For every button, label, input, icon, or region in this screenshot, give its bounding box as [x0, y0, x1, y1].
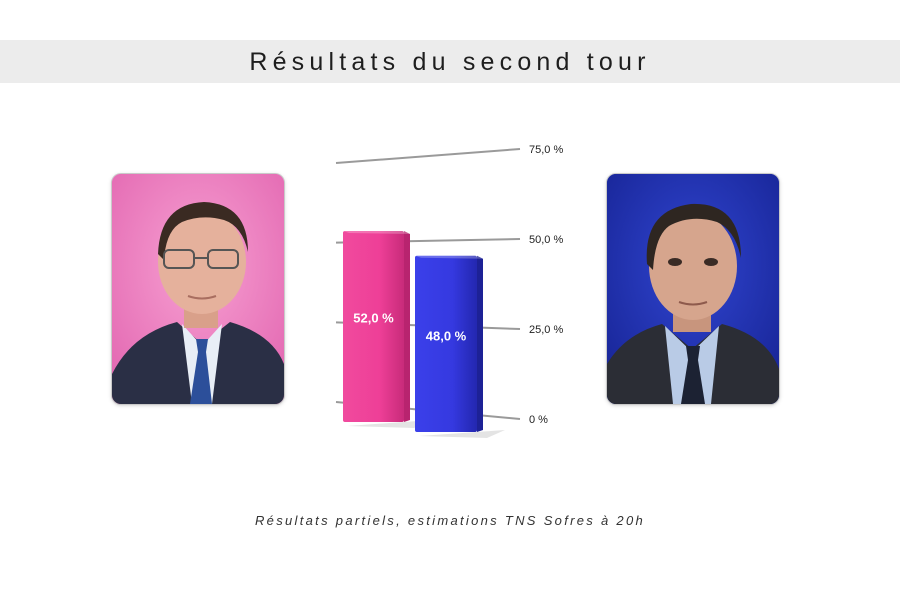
- mouth-shape: [187, 295, 217, 300]
- tie-shape: [190, 339, 212, 404]
- bar-0: [343, 231, 432, 428]
- bar-1: [415, 255, 505, 438]
- gridline-3: [335, 148, 521, 164]
- chart-caption: Résultats partiels, estimations TNS Sofr…: [254, 513, 646, 528]
- mouth-shape: [678, 301, 708, 306]
- title-band: Résultats du second tour: [0, 40, 900, 83]
- right-eye: [704, 258, 718, 266]
- bar-value-label: 52,0 %: [353, 311, 394, 326]
- page-title: Résultats du second tour: [249, 48, 651, 76]
- hair-shape: [646, 203, 741, 270]
- tie-shape: [681, 346, 705, 404]
- y-tick-label: 75,0 %: [529, 144, 563, 156]
- y-tick-label: 50,0 %: [529, 234, 563, 246]
- results-chart: 52,0 % 48,0 % 0 % 25,0 % 50,0 % 75,0 %: [335, 144, 563, 438]
- y-tick-label: 25,0 %: [529, 324, 563, 336]
- candidate-portrait-left-icon: [112, 174, 284, 404]
- face-shape: [158, 210, 246, 314]
- bar-value-label: 48,0 %: [426, 328, 467, 343]
- candidate-portrait-right-icon: [607, 174, 779, 404]
- y-tick-label: 0 %: [529, 414, 548, 426]
- left-eye: [668, 258, 682, 266]
- face-shape: [649, 212, 737, 320]
- hair-shape: [158, 202, 248, 260]
